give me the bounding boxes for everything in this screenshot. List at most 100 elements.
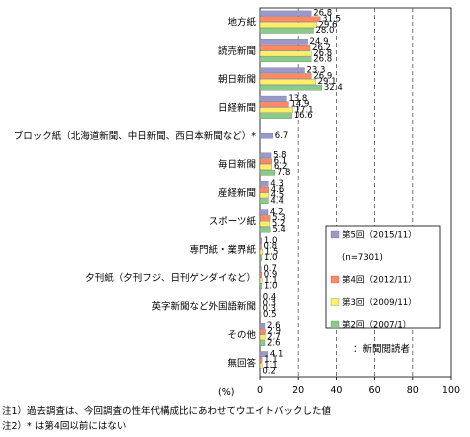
bar-12-3: [259, 368, 261, 375]
category-label-2: 朝日新聞: [218, 73, 256, 85]
bar-3-1: [259, 101, 289, 108]
value-label-1-3: 26.8: [313, 54, 332, 64]
value-label-9-1: 0.9: [264, 270, 278, 280]
bar-8-3: [259, 255, 263, 261]
bar-7-1: [259, 215, 271, 221]
legend-swatch-0: [330, 230, 340, 239]
value-label-11-1: 2.9: [268, 327, 282, 337]
bar-8-0: [259, 237, 263, 244]
bar-9-0: [259, 266, 262, 272]
bar-1-1: [259, 44, 311, 51]
bar-5-2: [259, 164, 272, 170]
value-label-0-2: 29.6: [319, 20, 338, 30]
x-tick-label-60: 60: [369, 385, 381, 396]
base-note: ：新聞閲読者: [353, 343, 410, 355]
x-axis-unit: (%): [218, 387, 234, 398]
bar-11-0: [259, 322, 266, 329]
value-label-1-2: 26.8: [313, 49, 332, 59]
category-label-1: 読売新聞: [218, 45, 256, 57]
legend-label-1: 第4回（2012/11）: [342, 275, 417, 286]
bar-10-0: [259, 294, 261, 301]
value-label-6-0: 4.3: [270, 179, 284, 189]
x-tick-label-20: 20: [292, 385, 304, 396]
legend: 第5回（2015/11） (n=7301) 第4回（2012/11） 第3回（2009…: [325, 225, 441, 331]
category-label-4: ブロック紙（北海道新聞、中日新聞、西日本新聞など）*: [14, 130, 257, 142]
bar-6-1: [259, 186, 269, 193]
bar-8-2: [259, 249, 264, 255]
value-label-9-0: 0.7: [263, 264, 277, 274]
legend-swatch-3: [330, 320, 340, 329]
value-label-5-3: 7.8: [277, 168, 291, 178]
bar-9-1: [259, 272, 262, 278]
bar-5-3: [259, 170, 276, 176]
value-label-0-1: 31.5: [322, 14, 341, 24]
bars: [259, 10, 323, 375]
bar-11-1: [259, 328, 266, 335]
legend-label-2: 第3回（2009/11）: [342, 297, 417, 308]
bar-7-2: [259, 221, 271, 227]
legend-swatch-1: [330, 275, 340, 284]
value-label-5-1: 6.1: [274, 156, 288, 166]
value-label-6-2: 4.5: [271, 191, 285, 201]
value-label-7-0: 4.2: [270, 207, 284, 217]
footnote-2: 注2）* は第4回以前にはない: [2, 420, 126, 432]
bar-10-3: [259, 311, 262, 318]
value-label-3-2: 17.1: [295, 105, 314, 115]
bar-8-1: [259, 243, 262, 250]
value-label-3-0: 13.8: [288, 94, 307, 104]
bar-2-3: [259, 84, 323, 91]
value-label-8-2: 1.5: [265, 247, 279, 257]
value-label-3-3: 16.6: [294, 111, 313, 121]
legend-sample-note: (n=7301): [342, 253, 383, 263]
value-label-6-3: 4.4: [270, 196, 284, 206]
bar-2-0: [259, 67, 305, 74]
value-label-3-1: 14.9: [290, 100, 309, 110]
category-label-11: その他: [227, 329, 256, 341]
bar-3-3: [259, 113, 292, 119]
bar-2-1: [259, 73, 312, 79]
value-label-4-0: 6.7: [275, 131, 289, 141]
category-label-0: 地方紙: [227, 17, 256, 29]
value-label-8-0: 1.0: [264, 236, 278, 246]
x-tick-label-0: 0: [257, 385, 263, 396]
value-label-12-0: 4.1: [270, 349, 284, 359]
value-label-2-2: 29.1: [318, 77, 337, 87]
bar-11-3: [259, 340, 266, 346]
bar-0-0: [259, 10, 312, 17]
bar-9-2: [259, 277, 263, 284]
footnote-1: 注1）過去調査は、今回調査の性年代構成比にあわせてウエイトバックした値: [2, 405, 332, 417]
bar-0-2: [259, 22, 317, 28]
category-label-10: 英字新聞など外国語新聞: [151, 301, 256, 313]
bar-0-3: [259, 28, 314, 34]
bar-1-3: [259, 56, 312, 63]
value-label-1-1: 26.2: [312, 43, 331, 53]
bar-1-0: [259, 39, 308, 45]
bar-4-0: [259, 132, 273, 139]
value-label-1-0: 24.9: [310, 37, 329, 47]
bar-12-2: [259, 362, 263, 369]
legend-label-0: 第5回（2015/11）: [342, 230, 417, 241]
bar-10-1: [259, 300, 261, 306]
x-tick-label-100: 100: [442, 385, 460, 396]
value-label-2-0: 23.3: [307, 65, 326, 75]
bar-5-0: [259, 152, 272, 159]
value-label-10-0: 0.4: [263, 293, 277, 303]
plot-frame: [259, 7, 452, 378]
value-label-12-1: 1.1: [264, 355, 278, 365]
bar-7-3: [259, 226, 271, 233]
value-label-7-2: 5.2: [272, 219, 286, 229]
value-label-0-0: 26.8: [313, 9, 332, 19]
x-tick-label-80: 80: [407, 385, 419, 396]
bar-10-2: [259, 306, 261, 312]
category-label-9: 夕刊紙（夕刊フジ、日刊ゲンダイなど）: [85, 272, 256, 284]
legend-swatch-2: [330, 298, 340, 306]
category-label-3: 日経新聞: [218, 102, 256, 114]
bar-11-2: [259, 334, 266, 341]
value-label-9-3: 1.0: [264, 282, 278, 292]
value-label-12-2: 1.1: [264, 361, 278, 371]
value-label-5-0: 5.8: [273, 151, 287, 161]
value-label-2-1: 26.9: [313, 71, 332, 81]
value-label-11-3: 2.6: [267, 338, 281, 348]
bar-6-3: [259, 198, 269, 204]
legend-label-3: 第2回（2007/1）: [342, 320, 411, 331]
